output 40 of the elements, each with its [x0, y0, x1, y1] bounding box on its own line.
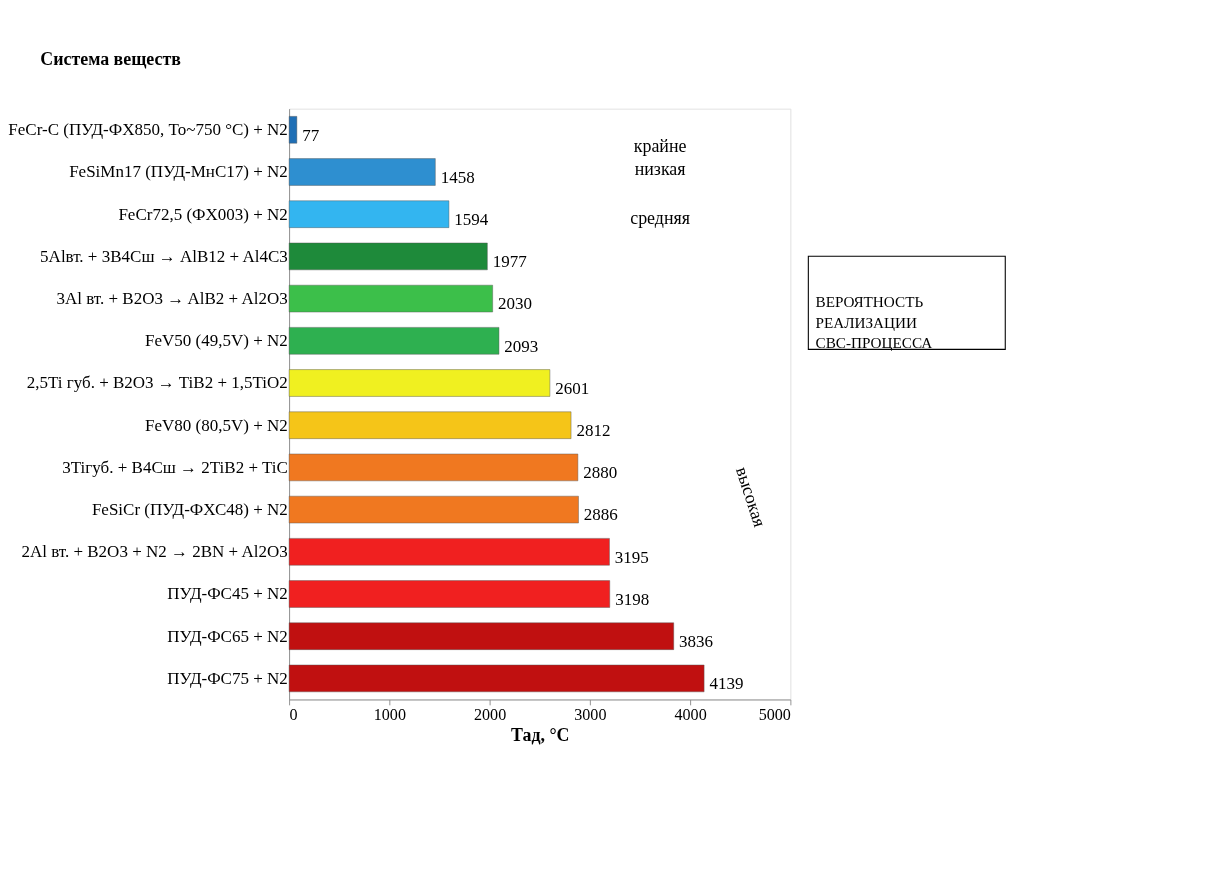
y-tick-label: 2,5Ti губ. + B2O3 → TiB2 + 1,5TiO2	[26, 373, 288, 393]
y-tick-label: ПУД-ФС75 + N2	[167, 668, 288, 688]
data-label: 2030	[498, 294, 533, 314]
data-label: 77	[302, 125, 320, 145]
y-tick-label: 5Alвт. + 3B4Cш → AlB12 + Al4C3	[40, 246, 288, 266]
annotation: высокая	[731, 464, 771, 530]
x-tick-label: 5000	[758, 705, 791, 723]
data-label: 1977	[492, 252, 528, 272]
data-label: 2880	[583, 463, 618, 483]
y-tick-label: FeSiMn17 (ПУД-МнС17) + N2	[69, 162, 288, 182]
data-label: 3195	[614, 547, 649, 567]
x-tick-label: 0	[289, 705, 298, 723]
y-tick-label: FeCr72,5 (ФХ003) + N2	[118, 204, 288, 224]
x-tick-label: 2000	[473, 705, 507, 723]
data-label: 2812	[576, 420, 611, 440]
data-label: 4139	[709, 674, 744, 694]
data-label: 2601	[555, 378, 590, 398]
y-tick-label: FeSiCr (ПУД-ФХС48) + N2	[91, 499, 288, 519]
data-label: 1594	[454, 209, 489, 229]
y-tick-label: 2Al вт. + B2O3 + N2 → 2BN + Al2O3	[21, 542, 288, 562]
y-tick-label: 3Al вт. + B2O3 → AlB2 + Al2O3	[56, 288, 288, 308]
text: ВЕРОЯТНОСТЬ РЕАЛИЗАЦИИ СВС-ПРОЦЕССА	[815, 293, 933, 352]
data-label: 3198	[615, 589, 650, 609]
data-label: 2886	[583, 505, 618, 525]
data-label: 1458	[440, 167, 475, 187]
y-tick-label: ПУД-ФС45 + N2	[167, 584, 288, 604]
y-axis-title: Система веществ	[40, 49, 182, 70]
data-label: 2093	[504, 336, 539, 356]
y-tick-label: FeV50 (49,5V) + N2	[145, 331, 288, 351]
y-tick-label: 3Tiгуб. + B4Cш → 2TiB2 + TiC	[62, 457, 288, 477]
y-tick-label: FeCr-C (ПУД-ФХ850, To~750 °C) + N2	[8, 120, 288, 140]
y-tick-label: ПУД-ФС65 + N2	[167, 626, 288, 646]
annotation: средняя	[630, 207, 690, 228]
x-tick-label: 3000	[574, 705, 607, 723]
data-label: 3836	[679, 631, 714, 651]
annotation: крайне низкая	[633, 136, 687, 180]
y-tick-label: FeV80 (80,5V) + N2	[145, 415, 288, 435]
x-axis-title: Тад, °C	[510, 725, 570, 746]
x-tick-label: 1000	[373, 705, 406, 723]
x-tick-label: 4000	[674, 705, 707, 723]
